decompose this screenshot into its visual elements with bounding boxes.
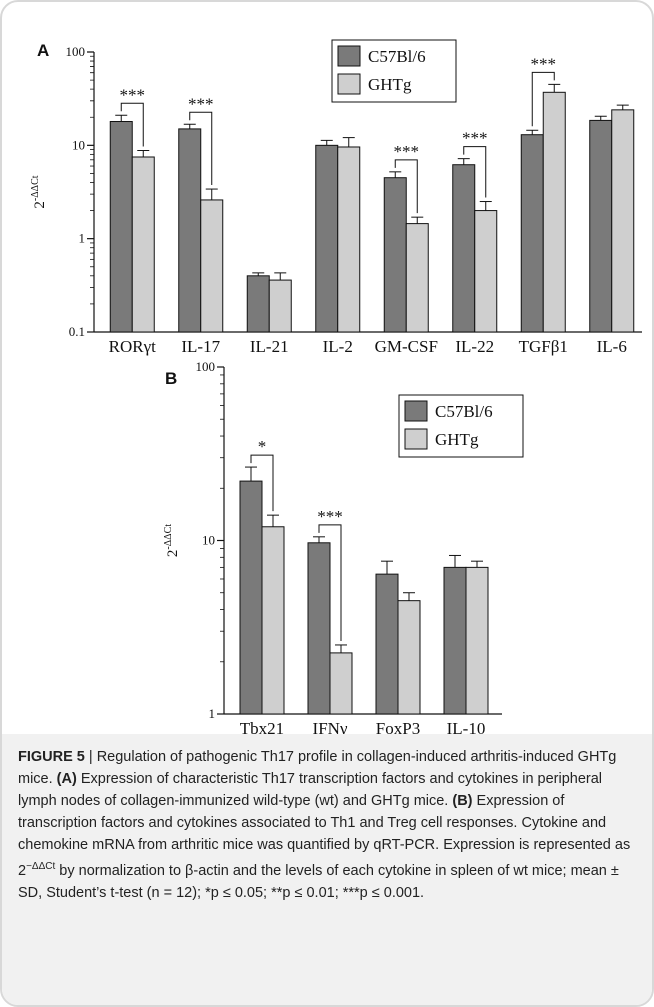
panel-a-category-label: IL-21 [250, 337, 289, 356]
panel-a-category-label: IL-2 [323, 337, 353, 356]
caption-title: FIGURE 5 [18, 749, 85, 765]
panel-b-letter: B [165, 369, 177, 388]
panel-a-bar-ghtg [200, 199, 224, 333]
panel-b-legend-label: C57Bl/6 [435, 402, 493, 421]
panel-a-bar-ghtg [542, 91, 566, 333]
panel-b-y-tick-label: 1 [209, 706, 216, 721]
panel-b-category-label: Tbx21 [240, 719, 284, 734]
panel-a-bar-c57bl6 [383, 177, 407, 333]
panel-a-bar-ghtg [268, 279, 292, 333]
panel-a-y-tick-label: 10 [72, 137, 85, 152]
panel-b-y-axis-label-base: 2 [165, 550, 181, 558]
panel-a-bar-ghtg [131, 156, 155, 333]
panel-b-legend-swatch [404, 400, 428, 422]
panel-a-y-tick-label: 0.1 [69, 324, 85, 339]
panel-a-bar-c57bl6 [452, 164, 476, 333]
panel-a-y-axis-label-base: 2 [32, 201, 48, 209]
caption-a-label: (A) [56, 771, 77, 787]
caption-tail: by normalization to β-actin and the leve… [18, 862, 619, 901]
panel-a-significance-label: *** [394, 142, 420, 161]
caption-b-text: Expression of transcription factors and … [18, 793, 631, 879]
panel-a-category-label: IL-6 [597, 337, 627, 356]
panel-b-bar-c57bl6 [307, 542, 331, 715]
panel-b-y-tick-label: 10 [202, 533, 215, 548]
panel-a-category-label: RORγt [109, 337, 156, 356]
caption-separator: | [84, 749, 97, 765]
panel-a-category-label: IL-22 [455, 337, 494, 356]
panel-a-significance-label: *** [120, 85, 146, 104]
caption-lead: Regulation of pathogenic Th17 profile in… [18, 749, 617, 787]
panel-a-significance-bracket [120, 102, 144, 147]
panel-a-significance-bracket [189, 111, 213, 186]
panel-a-y-tick-label: 100 [66, 44, 86, 59]
panel-a-significance-label: *** [462, 129, 488, 148]
caption-a-text: Expression of characteristic Th17 transc… [18, 771, 603, 809]
panel-b-y-axis-label-sup: -ΔΔCt [163, 524, 174, 550]
panel-a-bar-ghtg [611, 109, 635, 333]
panel-a-significance-bracket [463, 146, 487, 198]
panel-b-significance-label: *** [317, 507, 343, 526]
panel-b-category-label: IFNγ [313, 719, 348, 734]
panel-b-bar-c57bl6 [239, 480, 263, 715]
caption-superscript: −ΔΔCt [26, 861, 56, 872]
panel-a-y-tick-label: 1 [79, 231, 86, 246]
panel-a-legend-label: C57Bl/6 [368, 47, 426, 66]
panel-a-category-label: GM-CSF [375, 337, 438, 356]
panel-b-significance-label: * [258, 437, 267, 456]
panel-a-bar-c57bl6 [520, 134, 544, 333]
panel-b-bar-c57bl6 [443, 566, 467, 715]
caption-b-label: (B) [452, 793, 473, 809]
panel-b-bar-c57bl6 [375, 573, 399, 715]
panel-a-significance-label: *** [531, 54, 557, 73]
panel-a-bar-c57bl6 [109, 121, 133, 333]
panel-b-significance-bracket [318, 524, 342, 641]
panel-a-significance-label: *** [188, 94, 214, 113]
panel-b-category-label: IL-10 [447, 719, 486, 734]
panel-a-bar-c57bl6 [315, 144, 339, 333]
panel-a-legend-swatch [337, 73, 361, 95]
panel-a-significance-bracket [531, 71, 555, 127]
panel-a-bar-c57bl6 [589, 119, 613, 333]
panel-a-category-label: IL-17 [181, 337, 220, 356]
panel-b-legend-swatch [404, 428, 428, 450]
panel-b-bar-ghtg [261, 526, 285, 715]
panel-b-bar-ghtg [465, 566, 489, 715]
panel-b-y-axis-label: 2-ΔΔCt [163, 524, 181, 557]
panel-a-legend-swatch [337, 45, 361, 67]
panel-b-significance-bracket [250, 454, 274, 512]
panel-a-bar-c57bl6 [246, 275, 270, 333]
panel-a-bar-ghtg [474, 210, 498, 333]
panel-a-y-axis-label: 2-ΔΔCt [30, 175, 48, 208]
panel-a-category-label: TGFβ1 [519, 337, 568, 356]
panel-b-bar-ghtg [397, 600, 421, 715]
panel-a-letter: A [37, 41, 49, 60]
panel-b-y-tick-label: 100 [196, 359, 216, 374]
figure-caption: FIGURE 5 | Regulation of pathogenic Th17… [2, 734, 652, 1005]
panel-a-significance-bracket [394, 159, 418, 214]
panel-b-legend-label: GHTg [435, 430, 479, 449]
panel-a-bar-c57bl6 [178, 128, 202, 333]
panel-a-y-axis-label-sup: -ΔΔCt [30, 175, 41, 201]
panel-a-legend-label: GHTg [368, 75, 412, 94]
panel-b-category-label: FoxP3 [376, 719, 420, 734]
panel-b-bar-ghtg [329, 652, 353, 715]
panel-a-bar-ghtg [405, 223, 429, 333]
panel-a-bar-ghtg [337, 146, 361, 333]
